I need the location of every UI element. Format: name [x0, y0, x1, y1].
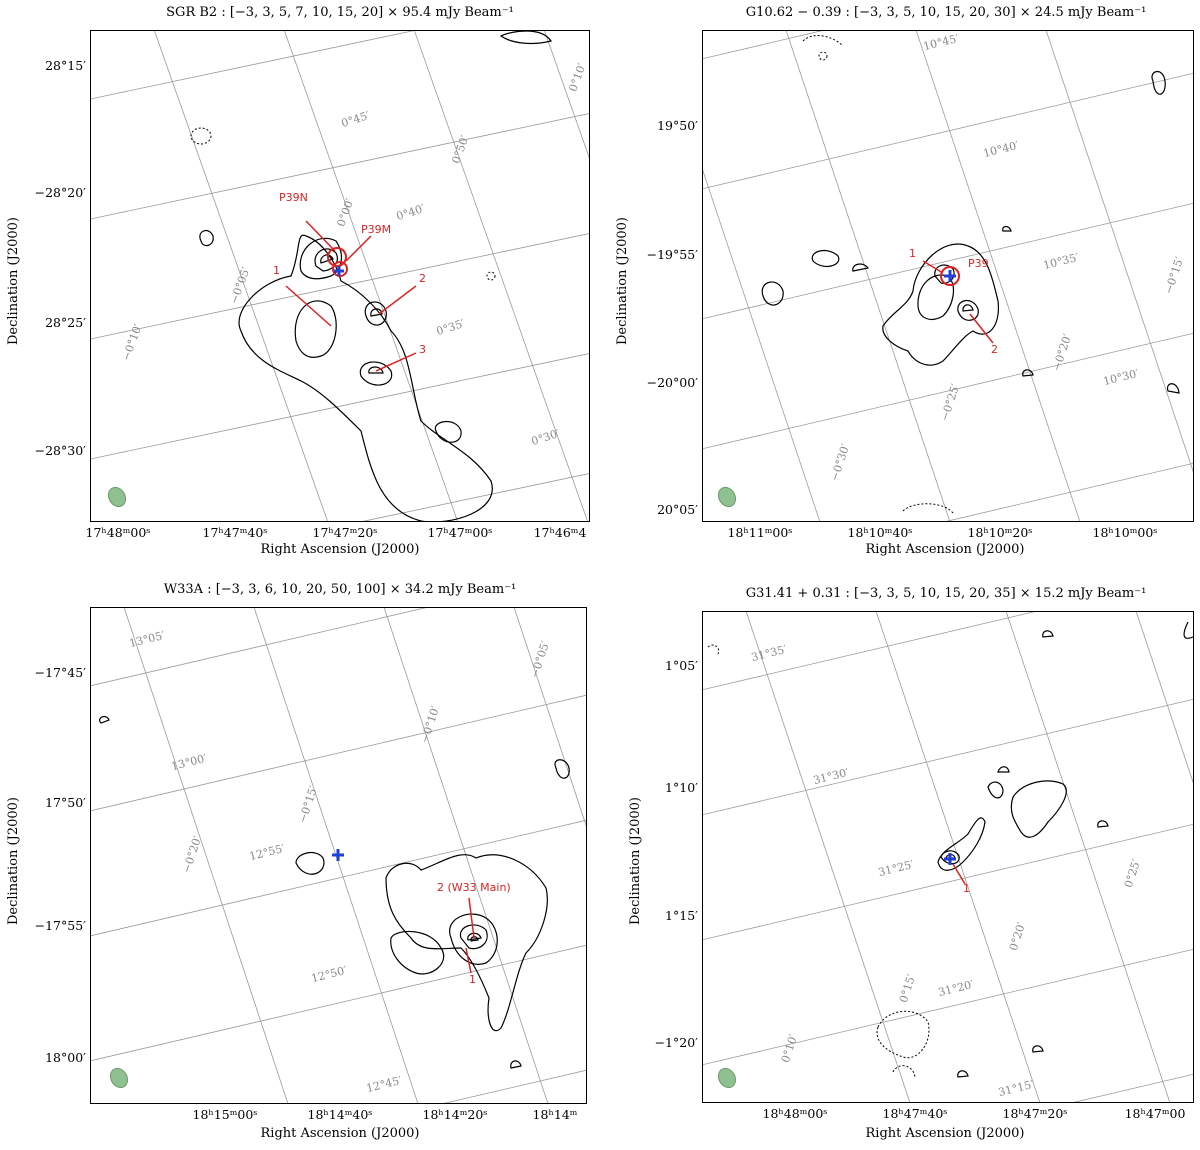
y-tick: 20°05′: [657, 502, 698, 517]
source-markers: [922, 260, 994, 344]
x-tick: 18ʰ14ᵐ20ˢ: [422, 1107, 488, 1122]
x-tick: 18ʰ15ᵐ00ˢ: [192, 1107, 258, 1122]
source-markers: [332, 849, 475, 974]
beam-ellipse: [109, 1067, 129, 1089]
panel-title: SGR B2 : [−3, 3, 5, 7, 10, 15, 20] × 95.…: [166, 5, 514, 20]
y-tick: −19°55′: [646, 247, 698, 262]
x-tick: 18ʰ48ᵐ00ˢ: [762, 1106, 828, 1121]
source-markers: [285, 220, 417, 372]
y-axis-label: Declination (J2000): [628, 797, 643, 925]
y-tick: −20°00′: [646, 375, 698, 390]
y-tick: −17°45′: [34, 665, 86, 680]
contours: [199, 31, 552, 521]
x-tick: 17ʰ47ᵐ00ˢ: [427, 525, 493, 540]
x-tick: 18ʰ14ᵐ40ˢ: [307, 1107, 373, 1122]
y-tick: 28°15′: [45, 58, 86, 73]
y-tick: −1°20′: [654, 1035, 698, 1050]
source-label: P39: [968, 257, 989, 270]
negative-contours: [707, 644, 930, 1078]
y-tick: 1°15′: [665, 908, 698, 923]
source-label: 1: [909, 247, 916, 260]
y-tick: 1°10′: [665, 780, 698, 795]
y-axis-label: Declination (J2000): [615, 217, 630, 345]
x-tick: 18ʰ10ᵐ00ˢ: [1092, 525, 1158, 540]
y-tick: 28°25′: [45, 315, 86, 330]
coordinate-grid: [703, 612, 1193, 1102]
source-label: 2: [991, 343, 998, 356]
x-tick: 18ʰ47ᵐ00: [1124, 1106, 1186, 1121]
x-tick: 18ʰ47ᵐ40ˢ: [882, 1106, 948, 1121]
x-tick: 18ʰ14ᵐ: [532, 1107, 578, 1122]
y-tick: 17°50′: [45, 795, 86, 810]
x-tick: 18ʰ11ᵐ00ˢ: [727, 525, 793, 540]
x-tick: 17ʰ48ᵐ00ˢ: [85, 525, 151, 540]
source-label: 2: [419, 272, 426, 285]
x-axis-label: Right Ascension (J2000): [260, 1126, 420, 1141]
contour-plot: 10°45′ 10°40′ 10°35′ −0°15′ −0°20′ −0°25…: [702, 30, 1194, 522]
negative-contours: [802, 35, 954, 514]
source-label: 1: [273, 264, 280, 277]
coordinate-grid: [91, 31, 589, 521]
coordinate-grid: [703, 31, 1193, 521]
x-tick: 18ʰ47ᵐ20ˢ: [1002, 1106, 1068, 1121]
beam-ellipse: [107, 486, 127, 508]
source-label: P39M: [361, 223, 392, 236]
coordinate-grid: [91, 608, 586, 1103]
source-markers: [944, 853, 966, 885]
source-label: 1: [963, 882, 970, 895]
x-tick: 18ʰ10ᵐ20ˢ: [967, 525, 1033, 540]
x-tick: 17ʰ47ᵐ40ˢ: [202, 525, 268, 540]
source-label: 1: [469, 973, 476, 986]
x-tick: 17ʰ47ᵐ20ˢ: [312, 525, 378, 540]
contours: [937, 621, 1193, 1078]
y-tick: −28°20′: [34, 185, 86, 200]
panel-title: W33A : [−3, 3, 6, 10, 20, 50, 100] × 34.…: [163, 582, 517, 597]
y-axis-label: Declination (J2000): [6, 797, 21, 925]
x-axis-label: Right Ascension (J2000): [260, 542, 420, 557]
y-tick: −17°55′: [34, 918, 86, 933]
y-tick: 1°05′: [665, 658, 698, 673]
contour-plot: 31°35′ 31°30′ 31°25′ 0°20′ 0°15′ 31°20′ …: [702, 611, 1194, 1103]
y-tick: −28°30′: [34, 443, 86, 458]
x-axis-label: Right Ascension (J2000): [865, 542, 1025, 557]
contour-plot: 0°45′ 0°10′ 0°50′ 0°40′ 0°00′ −0°05′ 0°3…: [90, 30, 590, 522]
x-tick: 17ʰ46ᵐ4: [533, 525, 587, 540]
contours: [99, 715, 570, 1069]
panel-title: G10.62 − 0.39 : [−3, 3, 5, 10, 15, 20, 3…: [745, 5, 1147, 20]
contour-plot: 13°05′ 13°00′ −0°05′ −0°10′ 12°55′ −0°15…: [90, 607, 587, 1104]
panel-title: G31.41 + 0.31 : [−3, 3, 5, 10, 15, 20, 3…: [745, 586, 1147, 601]
y-tick: 19°50′: [657, 118, 698, 133]
x-tick: 18ʰ10ᵐ40ˢ: [847, 525, 913, 540]
negative-contours: [190, 127, 496, 281]
source-label: 3: [419, 343, 426, 356]
beam-ellipse: [717, 486, 737, 508]
source-label: P39N: [279, 191, 308, 204]
contours: [761, 71, 1180, 394]
y-tick: 18°00′: [45, 1050, 86, 1065]
x-axis-label: Right Ascension (J2000): [865, 1126, 1025, 1141]
source-label: 2 (W33 Main): [437, 881, 511, 894]
beam-ellipse: [717, 1067, 737, 1089]
y-axis-label: Declination (J2000): [6, 217, 21, 345]
